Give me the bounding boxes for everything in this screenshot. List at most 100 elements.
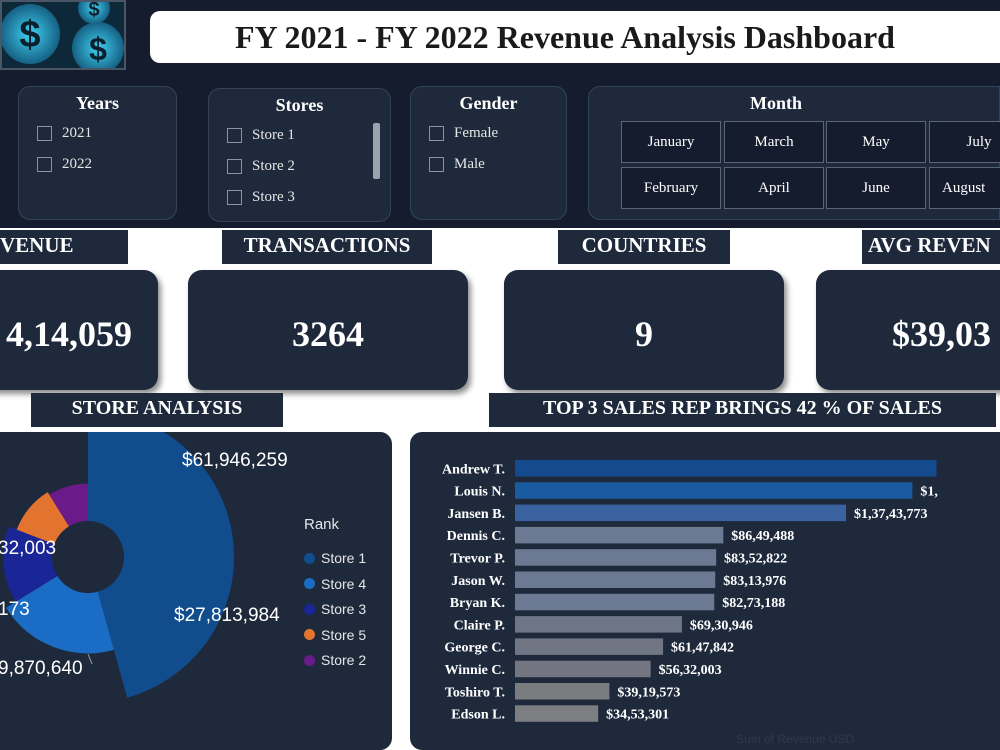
donut-slice-store-1[interactable] <box>88 432 235 698</box>
gender-option-female[interactable]: Female <box>429 125 498 142</box>
checkbox[interactable] <box>37 126 52 141</box>
bar-toshiro-t[interactable] <box>515 683 610 700</box>
kpi-countries-label: COUNTRIES <box>558 230 730 264</box>
kpi-transactions-label: TRANSACTIONS <box>222 230 432 264</box>
bar-category-label: Louis N. <box>454 485 505 500</box>
sales-rep-panel: Andrew T. Louis N. $1, Jansen B. $1,37,43,77… <box>410 432 1000 750</box>
month-button-march[interactable]: March <box>724 121 824 163</box>
stores-slicer-title: Stores <box>275 95 324 115</box>
bar-louis-n[interactable] <box>515 482 913 499</box>
bar-bryan-k[interactable] <box>515 593 715 611</box>
checkbox[interactable] <box>37 157 52 172</box>
bar-george-c[interactable] <box>515 638 664 655</box>
bar-claire-p[interactable] <box>515 616 682 633</box>
bar-value-label: $34,53,301 <box>606 708 669 723</box>
sales-rep-title: TOP 3 SALES REP BRINGS 42 % OF SALES <box>489 393 996 427</box>
checkbox[interactable] <box>227 128 242 143</box>
bar-value-label: $82,73,188 <box>722 596 785 611</box>
legend-item-store-4[interactable]: Store 4 <box>304 576 366 592</box>
bar-category-label: Bryan K. <box>450 596 505 611</box>
month-button-august[interactable]: August <box>929 167 1000 209</box>
bar-category-label: Toshiro T. <box>445 685 505 700</box>
bar-category-label: Winnie C. <box>445 663 505 678</box>
bar-category-label: Claire P. <box>454 618 505 633</box>
legend-dot <box>304 629 315 640</box>
donut-label-store5: 173 <box>0 599 30 620</box>
bar-andrew-t[interactable] <box>515 460 937 477</box>
legend-item-store-3[interactable]: Store 3 <box>304 601 366 617</box>
store-option-2[interactable]: Store 2 <box>227 158 295 175</box>
bar-value-label: $86,49,488 <box>731 529 794 544</box>
legend-dot <box>304 552 315 564</box>
month-button-april[interactable]: April <box>724 167 824 209</box>
bar-value-label: $69,30,946 <box>690 618 753 633</box>
year-option-label: 2021 <box>62 125 92 141</box>
page-title: FY 2021 - FY 2022 Revenue Analysis Dashb… <box>235 19 895 55</box>
checkbox[interactable] <box>227 190 242 205</box>
store-option-1[interactable]: Store 1 <box>227 127 295 144</box>
store-donut-chart <box>3 432 235 698</box>
kpi-transactions-value: 3264 <box>292 314 364 354</box>
donut-slice-store-2[interactable] <box>49 483 88 527</box>
gender-option-label: Female <box>454 125 499 141</box>
checkbox[interactable] <box>429 126 444 141</box>
store-option-3[interactable]: Store 3 <box>227 189 295 206</box>
legend-label: Store 5 <box>321 626 367 643</box>
bar-value-label: $1,37,43,773 <box>854 507 928 522</box>
year-option-2022[interactable]: 2022 <box>37 156 92 173</box>
legend-label: Store 4 <box>321 575 367 592</box>
bar-winnie-c[interactable] <box>515 660 651 678</box>
checkbox[interactable] <box>429 157 444 172</box>
bar-value-label: $83,52,822 <box>724 551 787 566</box>
stores-scrollbar[interactable] <box>373 123 380 179</box>
bar-edson-l[interactable] <box>515 705 599 722</box>
gender-slicer: Gender Female Male <box>410 86 567 220</box>
bar-category-label: Andrew T. <box>442 462 505 477</box>
bar-value-label: $61,47,842 <box>671 641 734 656</box>
stores-slicer: Stores Store 1 Store 2 Store 3 <box>208 88 391 222</box>
legend-label: Store 2 <box>321 652 367 668</box>
legend-item-store-1[interactable]: Store 1 <box>304 550 366 566</box>
bar-trevor-p[interactable] <box>515 549 717 566</box>
year-option-label: 2022 <box>62 156 92 172</box>
bar-jason-w[interactable] <box>515 571 716 589</box>
legend-item-store-2[interactable]: Store 2 <box>304 652 366 668</box>
years-slicer: Years 2021 2022 <box>18 86 177 220</box>
checkbox[interactable] <box>227 159 242 174</box>
store-option-label: Store 3 <box>252 189 295 205</box>
kpi-countries-value: 9 <box>635 314 653 354</box>
donut-label-store3: 9,870,640 <box>0 658 83 679</box>
bar-category-label: Jason W. <box>451 574 505 589</box>
month-button-january[interactable]: January <box>621 121 721 163</box>
legend-dot <box>304 654 315 666</box>
month-button-may[interactable]: May <box>826 121 926 163</box>
gender-slicer-title: Gender <box>459 93 518 113</box>
bar-dennis-c[interactable] <box>515 526 724 544</box>
kpi-revenue-label: VENUE <box>0 230 128 264</box>
bar-value-label: $56,32,003 <box>659 663 722 678</box>
kpi-transactions-card: 3264 <box>188 270 468 390</box>
year-option-2021[interactable]: 2021 <box>37 125 92 142</box>
svg-text:$: $ <box>88 2 99 21</box>
x-axis-caption: Sum of Revenue USD <box>736 732 855 746</box>
donut-slice-store-3[interactable] <box>3 526 58 602</box>
store-option-label: Store 2 <box>252 158 295 174</box>
donut-slice-store-4[interactable] <box>6 575 114 654</box>
bar-category-label: Edson L. <box>451 708 505 723</box>
title-banner: FY 2021 - FY 2022 Revenue Analysis Dashb… <box>150 11 1000 63</box>
kpi-avg-revenue-value: $39,03 <box>892 314 991 354</box>
legend-item-store-5[interactable]: Store 5 <box>304 627 366 643</box>
bar-category-label: Trevor P. <box>450 551 505 566</box>
month-button-june[interactable]: June <box>826 167 926 209</box>
month-button-february[interactable]: February <box>621 167 721 209</box>
kpi-avg-revenue-label: AVG REVEN <box>862 230 1000 264</box>
legend-title: Rank <box>304 516 340 533</box>
filter-band: Years 2021 2022 Stores Store 1 Store 2 S… <box>0 76 1000 228</box>
donut-slice-store-5[interactable] <box>16 492 70 545</box>
gender-option-male[interactable]: Male <box>429 156 485 173</box>
bar-value-label: $1, <box>920 485 938 500</box>
month-button-july[interactable]: July <box>929 121 1000 163</box>
bar-jansen-b[interactable] <box>515 504 846 522</box>
legend-dot <box>304 578 315 589</box>
svg-text:$: $ <box>19 14 40 56</box>
